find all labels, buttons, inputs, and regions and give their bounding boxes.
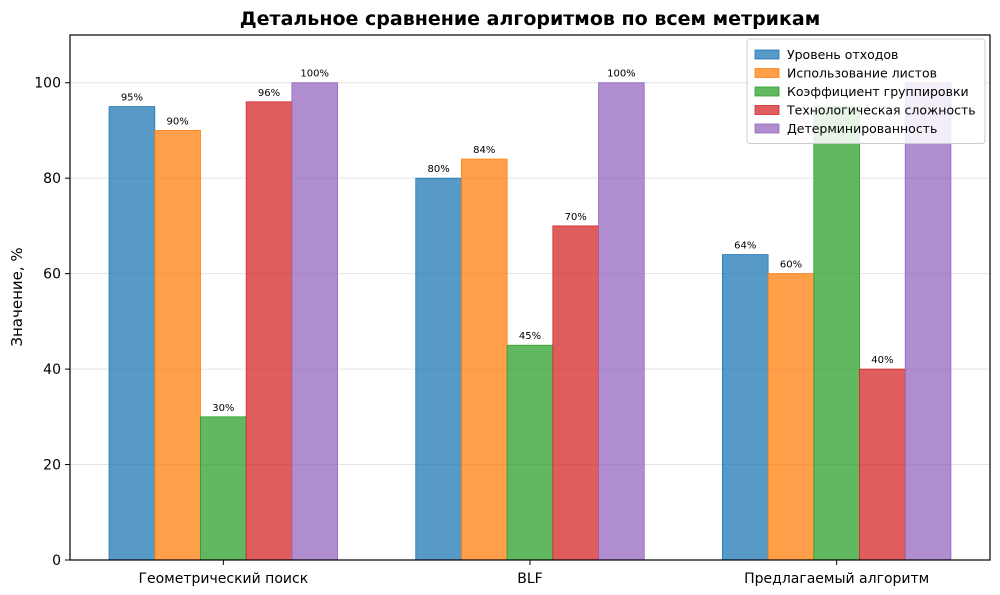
x-tick-label: BLF xyxy=(517,571,542,587)
data-label: 40% xyxy=(871,355,893,366)
bar xyxy=(415,177,462,561)
data-labels-layer: 95% 90% 30% 96% 100% 80% 84% 45% 70% 100% 64% 60% 40… xyxy=(121,69,894,414)
data-label: 30% xyxy=(212,403,234,414)
legend-box xyxy=(746,38,986,144)
bar xyxy=(859,368,906,561)
legend-swatch xyxy=(754,49,780,60)
data-label: 84% xyxy=(473,145,495,156)
bar xyxy=(291,82,338,561)
legend: Уровень отходов Использование листов Коэфф… xyxy=(746,38,986,144)
x-tick-label: Геометрический поиск xyxy=(138,571,308,587)
legend-swatch xyxy=(754,86,780,97)
bar xyxy=(108,106,156,561)
bar xyxy=(552,225,599,561)
x-tick-label: Предлагаемый алгоритм xyxy=(744,571,929,587)
bar xyxy=(154,130,201,561)
bar xyxy=(245,101,293,561)
data-label: 70% xyxy=(565,212,587,223)
y-tick-label: 80 xyxy=(43,171,61,187)
bar xyxy=(598,82,645,561)
data-label: 95% xyxy=(121,93,143,104)
data-label: 100% xyxy=(607,69,636,80)
data-label: 64% xyxy=(734,241,756,252)
bar xyxy=(461,158,508,561)
legend-entry: Технологическая сложность xyxy=(786,103,976,118)
data-label: 45% xyxy=(519,331,541,342)
axis-layer: 0 20 40 60 80 100 Геометрический поиск BLF Предл… xyxy=(34,76,929,587)
legend-entry: Детерминированность xyxy=(787,121,937,136)
y-tick-label: 100 xyxy=(34,76,61,92)
legend-swatch xyxy=(754,68,780,78)
legend-entry: Использование листов xyxy=(787,66,937,81)
bar xyxy=(904,82,952,561)
chart-title: Детальное сравнение алгоритмов по всем м… xyxy=(240,8,820,30)
bar xyxy=(200,416,247,561)
y-tick-label: 60 xyxy=(43,267,61,283)
bar xyxy=(813,106,860,561)
y-axis-label: Значение, % xyxy=(8,247,26,346)
bar xyxy=(506,344,554,561)
data-label: 100% xyxy=(300,69,329,80)
legend-swatch xyxy=(754,105,780,115)
legend-entry: Уровень отходов xyxy=(787,47,898,62)
data-label: 96% xyxy=(258,88,280,99)
legend-swatch xyxy=(754,123,780,134)
legend-entry: Коэффициент группировки xyxy=(787,84,969,99)
y-tick-label: 0 xyxy=(52,553,61,569)
bar xyxy=(767,273,815,561)
data-label: 60% xyxy=(780,260,802,271)
y-tick-label: 20 xyxy=(43,458,61,474)
data-label: 80% xyxy=(427,164,449,175)
data-label: 90% xyxy=(167,116,189,127)
bars-layer xyxy=(108,82,952,561)
y-tick-label: 40 xyxy=(43,362,61,378)
bar xyxy=(722,254,769,561)
